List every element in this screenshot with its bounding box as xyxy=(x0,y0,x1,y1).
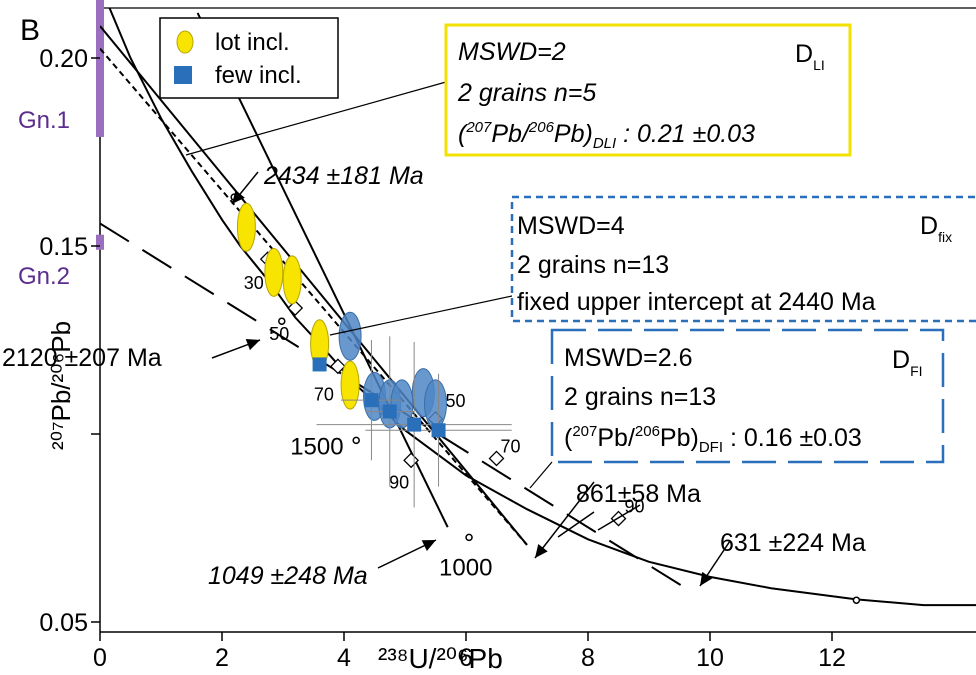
y-axis-title: ²⁰⁷Pb/²⁰⁶Pb xyxy=(46,321,76,450)
x-tick-label-3: 6 xyxy=(459,644,473,672)
arrow-lower-fix-line xyxy=(534,481,595,559)
legend: lot incl. few incl. xyxy=(159,17,339,99)
concordia-age-marker-2 xyxy=(278,317,286,325)
box-d-fix: MSWD=4 2 grains n=13 fixed upper interce… xyxy=(510,195,976,323)
legend-swatch-few xyxy=(174,66,192,84)
box-d-li-tag: DLI xyxy=(795,40,825,73)
few-incl-ellipse-6 xyxy=(424,379,447,429)
few-incl-point-5 xyxy=(431,423,446,438)
gn1-label: Gn.1 xyxy=(18,107,70,134)
annot-lower-fix: 861±58 Ma xyxy=(576,480,701,508)
y-tick-label-0: 0.05 xyxy=(39,609,88,637)
leader-box-d-li xyxy=(185,81,447,156)
few-incl-point-3 xyxy=(382,404,397,419)
tick-marker-6 xyxy=(488,450,505,467)
tick-marker-3 xyxy=(329,358,346,375)
y-tick-label-2: 0.20 xyxy=(39,45,88,73)
box-d-fi-frame xyxy=(550,328,945,464)
box-d-fi-mswd: MSWD=2.6 xyxy=(564,344,693,372)
x-axis-title: ²³⁸U/²⁰⁶Pb xyxy=(378,643,503,674)
box-d-fi: MSWD=2.6 2 grains n=13 (207Pb/206Pb)DFI … xyxy=(550,328,945,464)
data-points: 1500 1000 xyxy=(230,193,861,604)
box-d-li-ratio: (207Pb/206Pb)DLI : 0.21 ±0.03 xyxy=(458,119,755,152)
tick-marker-label-3: 70 xyxy=(314,384,334,404)
side-bars xyxy=(96,0,104,250)
box-d-fix-mswd: MSWD=4 xyxy=(517,212,625,240)
concordia-age-marker-4 xyxy=(465,533,473,542)
annotations xyxy=(185,81,731,587)
annot-upper-li: 2434 ±181 Ma xyxy=(263,162,424,190)
discordia-line-3 xyxy=(100,222,693,593)
tick-marker-5 xyxy=(403,452,420,469)
concordia-age-label-4: 1000 xyxy=(439,554,492,581)
tick-marker-label-6: 70 xyxy=(501,436,521,456)
cross-tick-fix xyxy=(557,511,595,538)
x-tick-label-6: 12 xyxy=(818,644,846,672)
box-d-fi-tag: DFI xyxy=(892,346,923,379)
side-bar-2 xyxy=(96,234,104,250)
few-incl-point-1 xyxy=(312,357,327,372)
arrow-upper-fi-head xyxy=(245,338,260,351)
y-tick-label-1: 0.15 xyxy=(39,233,88,261)
legend-swatch-lot xyxy=(176,30,194,54)
lot-incl-ellipse-5 xyxy=(340,360,360,410)
legend-box xyxy=(159,17,339,99)
box-d-fix-grains: 2 grains n=13 xyxy=(517,251,669,279)
y-axis-title-group: ²⁰⁷Pb/²⁰⁶Pb xyxy=(46,321,76,450)
tick-marker-2 xyxy=(287,300,304,316)
arrow-upper-li-head xyxy=(232,190,245,204)
concordia-age-marker-3 xyxy=(352,436,360,445)
box-d-fix-frame xyxy=(510,195,976,323)
box-d-li-grains: 2 grains n=5 xyxy=(457,79,596,107)
tick-marker-label-1: 30 xyxy=(244,273,264,293)
leader-box-d-fix xyxy=(329,295,513,336)
axes: 0 2 4 6 8 10 12 0.05 0.15 0.20 xyxy=(39,45,846,672)
x-tick-label-1: 2 xyxy=(215,644,229,672)
cross-tick-fi xyxy=(597,504,641,531)
box-d-fix-tag: Dfix xyxy=(920,212,952,245)
box-d-li-mswd: MSWD=2 xyxy=(458,38,566,66)
discordia-line-1 xyxy=(100,25,528,546)
x-tick-label-0: 0 xyxy=(93,644,107,672)
concordia-age-marker-5 xyxy=(852,596,861,604)
leader-box-d-fi xyxy=(529,461,553,489)
few-incl-point-4 xyxy=(407,417,422,432)
side-bar-1 xyxy=(96,0,104,137)
few-incl-point-2 xyxy=(364,393,379,408)
legend-label-few: few incl. xyxy=(215,62,302,89)
box-d-fix-note: fixed upper intercept at 2440 Ma xyxy=(517,288,876,316)
legend-label-lot: lot incl. xyxy=(215,29,290,56)
few-incl-ellipse-1 xyxy=(338,311,362,361)
arrow-lower-fix-head xyxy=(535,544,548,558)
annot-lower-li: 1049 ±248 Ma xyxy=(208,562,368,590)
gn2-label: Gn.2 xyxy=(18,263,70,290)
box-d-fi-grains: 2 grains n=13 xyxy=(564,383,716,411)
box-d-li: MSWD=2 2 grains n=5 (207Pb/206Pb)DLI : 0… xyxy=(444,23,852,157)
panel-label: B xyxy=(20,14,40,47)
tick-marker-label-4: 50 xyxy=(446,391,466,411)
box-d-fi-ratio: (207Pb/206Pb)DFI : 0.16 ±0.03 xyxy=(564,423,862,456)
x-tick-label-2: 4 xyxy=(337,644,351,672)
data-ellipses xyxy=(236,202,447,429)
arrow-lower-li-head xyxy=(421,540,436,552)
discordia-line-2 xyxy=(100,47,528,546)
lot-incl-ellipse-1 xyxy=(236,202,256,252)
tick-marker-label-2: 50 xyxy=(269,324,289,344)
arrow-lower-fi-head xyxy=(700,571,713,586)
concordia-age-label-3: 1500 xyxy=(290,433,343,460)
lot-incl-ellipse-3 xyxy=(282,255,302,305)
annot-lower-fi: 631 ±224 Ma xyxy=(720,529,866,557)
annot-upper-fi: 2120 ±207 Ma xyxy=(2,344,162,372)
tick-marker-label-5: 90 xyxy=(389,472,409,492)
x-tick-label-5: 10 xyxy=(696,644,724,672)
box-d-li-frame xyxy=(444,23,852,157)
lot-incl-ellipse-2 xyxy=(264,247,284,297)
x-tick-label-4: 8 xyxy=(581,644,595,672)
